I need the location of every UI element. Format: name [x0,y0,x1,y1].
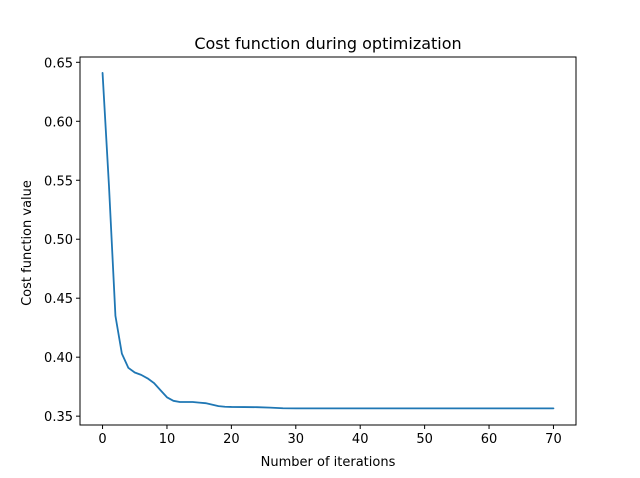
y-tick-label: 0.65 [44,56,73,71]
y-axis-label: Cost function value [20,180,35,306]
y-tick-label: 0.55 [44,174,73,189]
x-tick-label: 20 [223,432,240,447]
x-tick-label: 10 [159,432,176,447]
y-tick-label: 0.50 [44,233,73,248]
x-axis: 0 10 20 30 40 50 60 70 [98,425,562,447]
axes-frame [79,56,577,426]
series-line [101,72,555,410]
x-tick-label: 60 [481,432,498,447]
x-tick-label: 40 [352,432,369,447]
x-tick-label: 0 [98,432,106,447]
y-tick-label: 0.60 [44,115,73,130]
y-tick-label: 0.45 [44,292,73,307]
x-tick-label: 50 [416,432,433,447]
y-tick-label: 0.40 [44,351,73,366]
x-axis-label: Number of iterations [261,455,396,470]
chart-title: Cost function during optimization [194,34,461,53]
y-axis: 0.35 0.40 0.45 0.50 0.55 0.60 0.65 [44,56,80,425]
x-tick-label: 70 [545,432,562,447]
plot-area [101,72,555,410]
x-tick-label: 30 [288,432,305,447]
y-tick-label: 0.35 [44,410,73,425]
